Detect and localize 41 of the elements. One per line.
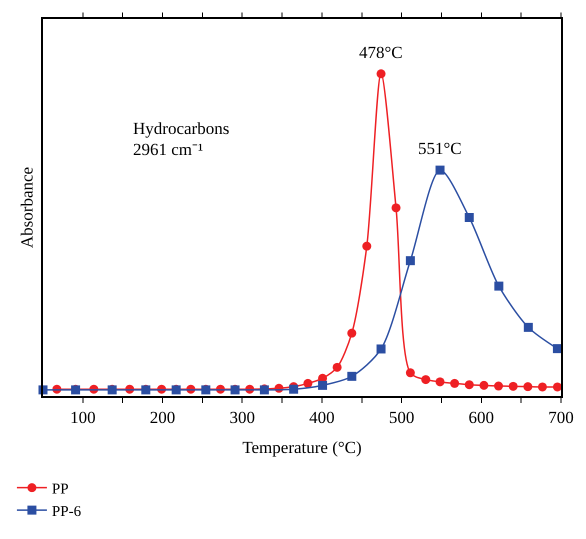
point (332, 362, 342, 372)
x-tick-label: 200 (150, 408, 176, 428)
point (289, 384, 298, 394)
point (421, 375, 430, 384)
x-tick-label: 600 (468, 408, 494, 428)
point (552, 382, 562, 392)
point (362, 242, 372, 251)
point (523, 382, 532, 392)
point (406, 256, 415, 266)
point (479, 380, 488, 390)
legend-label: PP (52, 482, 69, 498)
annotation: 2961 cm⁻¹ (133, 140, 204, 159)
point (347, 328, 356, 338)
x-tick-label: 100 (70, 408, 96, 428)
annotation: Hydrocarbons (133, 119, 230, 138)
point (376, 344, 386, 354)
y-axis-title: Absorbance (17, 166, 36, 248)
point (406, 368, 415, 378)
point (450, 378, 460, 388)
x-tick-label: 700 (548, 408, 574, 428)
x-tick-label: 300 (229, 408, 255, 428)
point (464, 212, 474, 222)
point (538, 382, 547, 392)
annotation: 551°C (418, 139, 462, 158)
x-tick-label: 400 (309, 408, 335, 428)
point (376, 69, 386, 78)
x-axis-title: Temperature (°C) (242, 438, 362, 458)
point (318, 380, 328, 390)
point (508, 382, 518, 391)
point (524, 322, 533, 332)
point (436, 166, 445, 175)
point (494, 382, 504, 391)
point (494, 282, 504, 291)
point (347, 372, 356, 381)
point (464, 380, 474, 390)
point (392, 203, 401, 212)
legend-label: PP-6 (52, 504, 82, 520)
point (436, 377, 445, 386)
point (303, 378, 312, 388)
annotation: 478°C (359, 43, 403, 62)
x-tick-label: 500 (388, 408, 414, 428)
